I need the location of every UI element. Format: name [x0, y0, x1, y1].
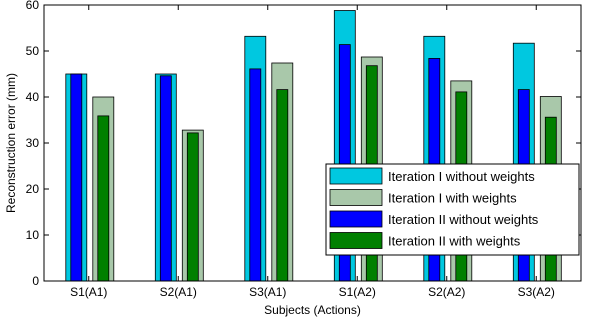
bar-4-1 — [97, 115, 110, 282]
legend-swatch-2 — [329, 189, 383, 206]
x-tick-label: S1(A1) — [70, 285, 107, 299]
x-tick-label: S1(A2) — [339, 285, 376, 299]
x-tick-label: S2(A2) — [428, 285, 465, 299]
bar-3-3 — [249, 68, 262, 282]
axes-group: 0 10 20 30 40 50 60 S1(A1) S2(A1) S3(A1) S1(A2) S2(… — [4, 0, 582, 317]
bar-4-2 — [186, 132, 199, 282]
x-tick-label: S2(A1) — [160, 285, 197, 299]
y-tick-label: 60 — [26, 0, 40, 12]
bar-3-2 — [159, 75, 172, 282]
x-tick-label: S3(A1) — [249, 285, 286, 299]
bar-4-3 — [276, 89, 289, 282]
legend-swatch-3 — [329, 210, 383, 228]
y-tick-label: 50 — [26, 44, 40, 58]
y-tick-label: 40 — [26, 90, 40, 104]
y-tick-label: 20 — [26, 182, 40, 196]
legend-swatch-4 — [329, 232, 383, 249]
y-tick-label: 30 — [26, 136, 40, 150]
y-axis-label: Reconstruction error (mm) — [4, 73, 18, 213]
legend-label-3: Iteration II without weights — [388, 212, 539, 227]
legend-label-1: Iteration I without weights — [388, 169, 535, 184]
legend-swatch-1 — [329, 167, 383, 185]
y-tick-label: 0 — [32, 274, 39, 288]
x-tick-label: S3(A2) — [518, 285, 555, 299]
x-axis-label: Subjects (Actions) — [264, 303, 361, 317]
bar-3-1 — [70, 73, 83, 282]
legend: Iteration I without weights Iteration I w… — [325, 163, 580, 256]
y-tick-label: 10 — [26, 228, 40, 242]
legend-label-2: Iteration I with weights — [388, 191, 517, 206]
legend-label-4: Iteration II with weights — [388, 234, 521, 249]
